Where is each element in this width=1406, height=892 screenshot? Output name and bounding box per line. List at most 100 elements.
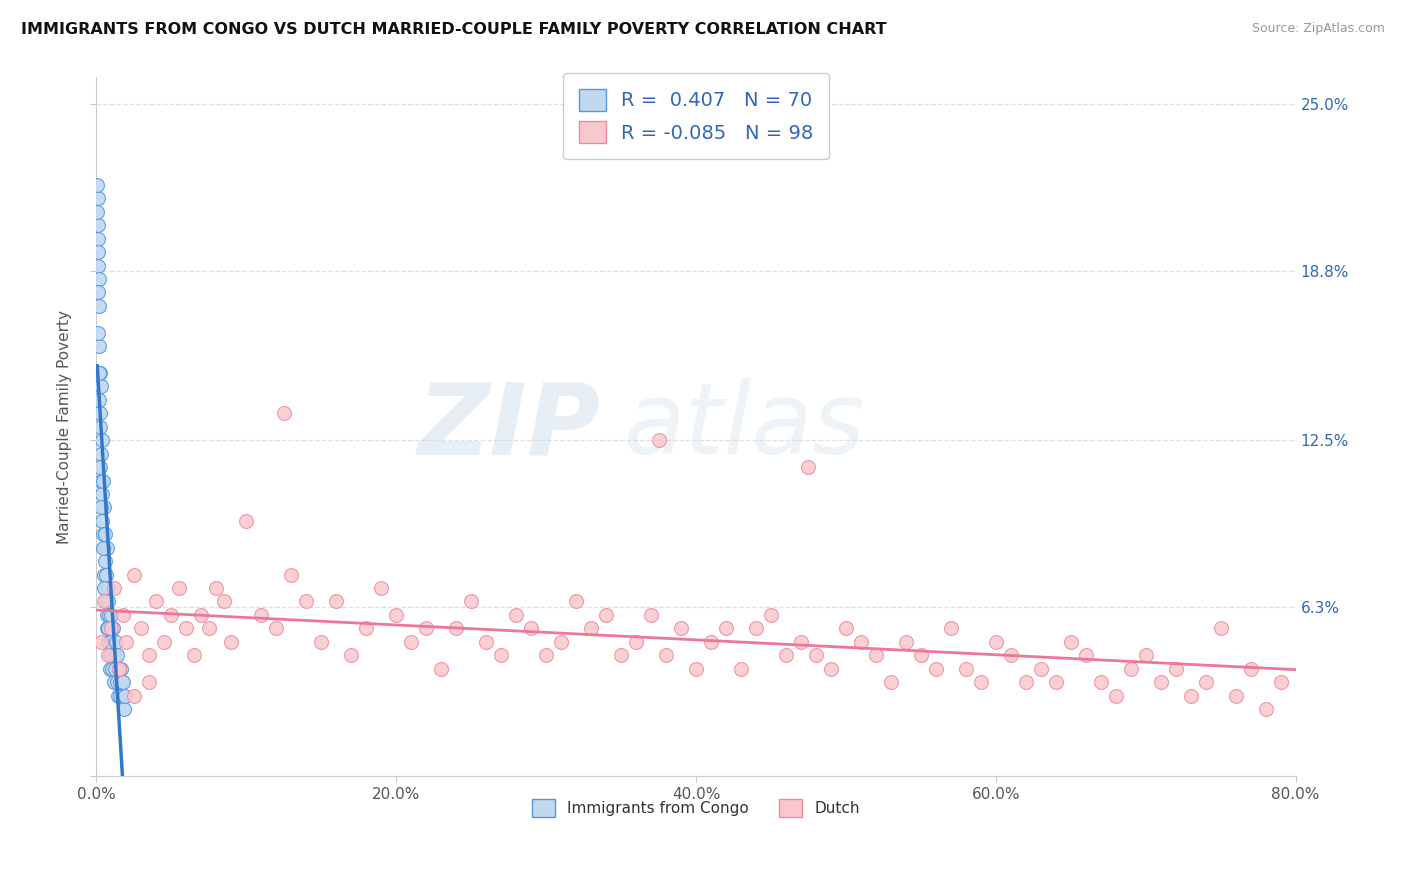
Point xyxy=(91,541,114,555)
Point xyxy=(112,607,135,622)
Point xyxy=(1254,702,1277,716)
Point xyxy=(534,648,557,663)
Point xyxy=(610,648,633,663)
Point xyxy=(86,232,108,246)
Point xyxy=(145,594,167,608)
Point xyxy=(122,689,145,703)
Point xyxy=(112,702,135,716)
Point xyxy=(100,648,122,663)
Point xyxy=(111,675,134,690)
Point xyxy=(1029,662,1052,676)
Point xyxy=(91,487,114,501)
Point xyxy=(112,675,135,690)
Point xyxy=(138,648,160,663)
Point xyxy=(96,621,118,635)
Point xyxy=(640,607,662,622)
Point xyxy=(865,648,887,663)
Point xyxy=(87,259,110,273)
Point xyxy=(190,607,212,622)
Point xyxy=(153,635,176,649)
Point xyxy=(250,607,273,622)
Point xyxy=(280,567,302,582)
Point xyxy=(266,621,288,635)
Point xyxy=(138,675,160,690)
Point xyxy=(89,406,111,420)
Point xyxy=(108,675,131,690)
Point xyxy=(745,621,768,635)
Point xyxy=(835,621,858,635)
Point xyxy=(167,581,190,595)
Point xyxy=(87,285,110,300)
Point xyxy=(110,662,132,676)
Point xyxy=(100,607,122,622)
Point xyxy=(295,594,318,608)
Point xyxy=(399,635,422,649)
Point xyxy=(103,648,125,663)
Point xyxy=(565,594,588,608)
Point xyxy=(114,689,136,703)
Point xyxy=(669,621,692,635)
Point xyxy=(1239,662,1261,676)
Point xyxy=(1090,675,1112,690)
Point xyxy=(93,500,115,515)
Point xyxy=(108,662,131,676)
Point xyxy=(97,635,120,649)
Point xyxy=(1180,689,1202,703)
Point xyxy=(984,635,1007,649)
Point xyxy=(90,635,112,649)
Point xyxy=(894,635,917,649)
Point xyxy=(804,648,827,663)
Point xyxy=(93,554,115,568)
Point xyxy=(759,607,782,622)
Point xyxy=(221,635,243,649)
Point xyxy=(1060,635,1083,649)
Point xyxy=(87,326,110,340)
Point xyxy=(89,460,111,475)
Point xyxy=(98,607,121,622)
Point xyxy=(90,379,112,393)
Point xyxy=(356,621,378,635)
Point xyxy=(122,567,145,582)
Point xyxy=(1270,675,1292,690)
Point xyxy=(107,689,129,703)
Point xyxy=(1105,689,1128,703)
Point xyxy=(550,635,572,649)
Point xyxy=(103,581,125,595)
Point xyxy=(90,434,112,448)
Point xyxy=(1195,675,1218,690)
Text: IMMIGRANTS FROM CONGO VS DUTCH MARRIED-COUPLE FAMILY POVERTY CORRELATION CHART: IMMIGRANTS FROM CONGO VS DUTCH MARRIED-C… xyxy=(21,22,887,37)
Point xyxy=(93,567,115,582)
Point xyxy=(624,635,647,649)
Point xyxy=(325,594,347,608)
Point xyxy=(105,675,128,690)
Point xyxy=(98,662,121,676)
Point xyxy=(1119,662,1142,676)
Point xyxy=(101,621,124,635)
Point xyxy=(430,662,453,676)
Point xyxy=(86,204,108,219)
Point xyxy=(212,594,235,608)
Point xyxy=(1135,648,1157,663)
Point xyxy=(98,621,121,635)
Legend: Immigrants from Congo, Dutch: Immigrants from Congo, Dutch xyxy=(524,791,868,824)
Point xyxy=(444,621,467,635)
Point xyxy=(94,581,117,595)
Point xyxy=(103,675,125,690)
Point xyxy=(820,662,842,676)
Point xyxy=(111,689,134,703)
Point xyxy=(97,621,120,635)
Point xyxy=(235,514,257,528)
Point xyxy=(685,662,707,676)
Point xyxy=(655,648,678,663)
Point xyxy=(700,635,723,649)
Point xyxy=(110,689,132,703)
Point xyxy=(87,299,110,313)
Point xyxy=(520,621,543,635)
Point xyxy=(96,607,118,622)
Point xyxy=(108,662,131,676)
Point xyxy=(311,635,333,649)
Point xyxy=(1150,675,1173,690)
Point xyxy=(790,635,813,649)
Point xyxy=(131,621,153,635)
Point xyxy=(460,594,482,608)
